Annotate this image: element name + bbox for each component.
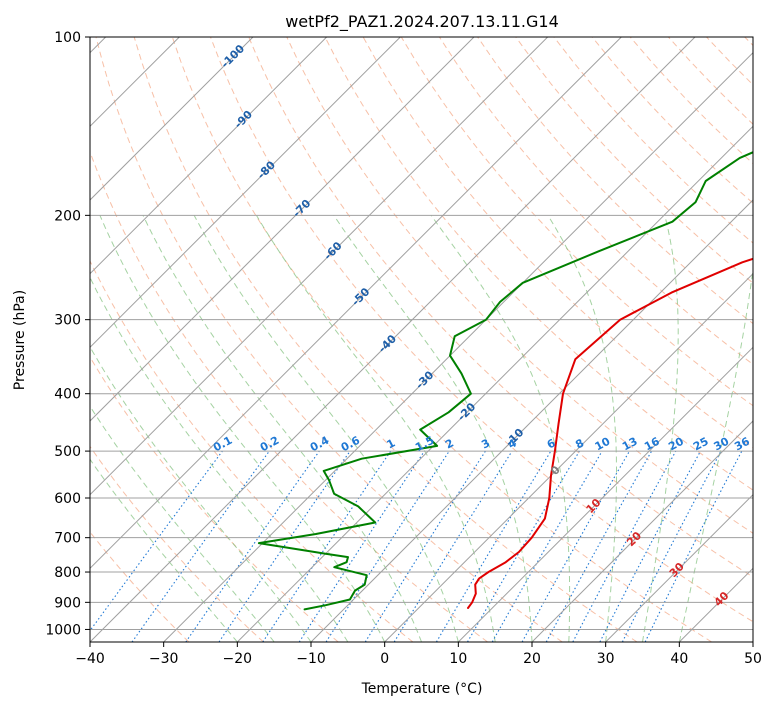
plot-frame <box>89 36 754 643</box>
x-tick-label: −10 <box>296 651 326 667</box>
plot-area: -100-90-80-70-60-50-40-30-20-10010203040… <box>90 37 753 642</box>
mixing-ratio-label: 16 <box>642 435 662 454</box>
x-tick-label: 10 <box>449 651 467 667</box>
y-tick-label: 400 <box>54 387 81 403</box>
isotherm-line <box>384 272 753 642</box>
y-tick-label: 1000 <box>45 622 81 638</box>
x-axis: −40 −30 −20 −10 0 10 20 30 40 50 <box>75 642 762 667</box>
isotherm-line <box>90 37 401 349</box>
dry-adiabat-line <box>90 356 339 642</box>
x-tick-label: 0 <box>380 651 389 667</box>
y-tick-label: 200 <box>54 208 81 224</box>
mixing-ratio-label: 36 <box>732 435 752 454</box>
x-tick-label: −40 <box>75 651 105 667</box>
mixing-ratio-label: 13 <box>620 435 640 454</box>
y-tick-label: 800 <box>54 565 81 581</box>
mixing-ratio-lines <box>90 450 743 642</box>
dry-adiabats <box>90 37 753 642</box>
x-tick-label: 50 <box>744 651 762 667</box>
mixing-ratio-line <box>262 450 392 642</box>
y-tick-label: 100 <box>54 30 81 46</box>
mixing-ratio-label: 30 <box>712 435 732 454</box>
dewpoint-trace <box>257 151 753 611</box>
isotherm-line <box>90 37 328 275</box>
y-tick-label: 900 <box>54 595 81 611</box>
moist-adiabat-line <box>547 215 617 642</box>
chart-title: wetPf2_PAZ1.2024.207.13.11.G14 <box>285 12 559 32</box>
sounding-traces <box>257 151 753 611</box>
mixing-ratio-line <box>393 450 513 642</box>
dry-adiabat-line <box>171 37 712 642</box>
mixing-ratio-line <box>325 450 450 642</box>
dry-adiabat-line <box>286 37 753 534</box>
dry-adiabat-line <box>515 37 753 284</box>
dry-adiabat-line <box>95 37 563 642</box>
dry-adiabat-line <box>324 37 753 491</box>
moist-adiabat-line <box>430 215 571 642</box>
moist-adiabat-line <box>333 215 533 642</box>
y-tick-label: 600 <box>54 491 81 507</box>
isotherm-line <box>457 346 753 642</box>
mixing-ratio-line <box>298 450 425 642</box>
mixing-ratio-line <box>218 450 351 642</box>
x-tick-label: 30 <box>597 651 615 667</box>
dry-adiabat-line <box>133 37 638 642</box>
temperature-trace <box>467 257 753 609</box>
pressure-gridlines <box>90 37 753 630</box>
skewed-isotherms <box>90 37 753 642</box>
moist-adiabats <box>90 215 753 642</box>
isotherm-line <box>90 37 622 570</box>
y-tick-label: 300 <box>54 313 81 329</box>
moist-adiabat-line <box>193 215 459 642</box>
isotherm-line <box>163 51 753 642</box>
dry-adiabat-line <box>90 259 414 642</box>
isotherm-line <box>605 493 753 642</box>
y-tick-label: 500 <box>54 444 81 460</box>
isotherm-line <box>310 199 753 642</box>
moist-adiabat-line <box>90 405 275 642</box>
moist-adiabat-line <box>99 215 386 642</box>
mixing-ratio-line <box>644 450 743 642</box>
mixing-ratio-line <box>521 450 630 642</box>
mixing-ratio-line <box>131 450 270 642</box>
dry-adiabat-line <box>210 37 753 623</box>
moist-adiabat-line <box>90 458 238 642</box>
dry-adiabat-line <box>90 445 264 642</box>
x-tick-label: 40 <box>670 651 688 667</box>
isotherm-line <box>90 37 254 201</box>
dry-adiabat-line <box>248 37 753 578</box>
mixing-ratio-line <box>572 450 677 642</box>
moist-adiabat-line <box>90 345 312 642</box>
y-tick-label: 700 <box>54 531 81 547</box>
y-axis-label: Pressure (hPa) <box>12 290 28 390</box>
moist-adiabat-line <box>642 215 679 642</box>
mixing-ratio-line <box>185 450 320 642</box>
moist-adiabat-line <box>142 215 422 642</box>
x-tick-label: −20 <box>223 651 253 667</box>
isotherm-line <box>236 125 753 642</box>
isotherm-line <box>90 37 696 642</box>
x-axis-label: Temperature (°C) <box>361 681 483 697</box>
mixing-ratio-line <box>545 450 653 642</box>
mixing-ratio-line <box>90 450 223 632</box>
x-tick-label: −30 <box>149 651 179 667</box>
isotherm-line <box>90 37 475 422</box>
isotherm-line <box>531 420 753 642</box>
y-axis: 100 200 300 400 500 600 700 800 900 1000 <box>45 30 90 638</box>
mixing-ratio-label: 25 <box>691 435 711 454</box>
isotherm-line <box>90 37 549 496</box>
mixing-ratio-label: 10 <box>593 435 613 454</box>
mixing-ratio-label: 20 <box>666 435 686 454</box>
moist-adiabat-line <box>678 265 753 642</box>
x-tick-label: 20 <box>523 651 541 667</box>
